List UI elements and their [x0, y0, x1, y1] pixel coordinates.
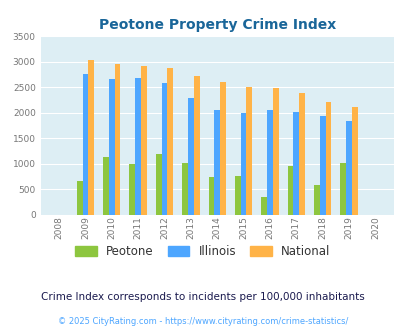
- Bar: [88, 60, 94, 214]
- Bar: [234, 176, 240, 214]
- Bar: [266, 110, 272, 214]
- Bar: [208, 177, 214, 214]
- Bar: [129, 164, 135, 214]
- Bar: [220, 82, 225, 214]
- Bar: [293, 112, 298, 214]
- Title: Peotone Property Crime Index: Peotone Property Crime Index: [98, 18, 335, 32]
- Legend: Peotone, Illinois, National: Peotone, Illinois, National: [72, 241, 333, 261]
- Bar: [141, 66, 147, 214]
- Bar: [114, 64, 120, 214]
- Bar: [339, 163, 345, 215]
- Bar: [135, 78, 141, 214]
- Bar: [272, 88, 278, 214]
- Bar: [351, 107, 357, 214]
- Bar: [109, 79, 114, 214]
- Bar: [182, 163, 188, 215]
- Bar: [167, 68, 173, 215]
- Bar: [246, 87, 252, 214]
- Bar: [319, 116, 325, 214]
- Bar: [188, 98, 193, 214]
- Bar: [156, 154, 161, 214]
- Bar: [298, 93, 304, 214]
- Bar: [313, 185, 319, 214]
- Bar: [77, 182, 82, 215]
- Bar: [240, 113, 246, 214]
- Bar: [161, 82, 167, 214]
- Bar: [287, 166, 293, 214]
- Bar: [103, 157, 109, 214]
- Bar: [260, 197, 266, 215]
- Text: © 2025 CityRating.com - https://www.cityrating.com/crime-statistics/: © 2025 CityRating.com - https://www.city…: [58, 317, 347, 326]
- Bar: [214, 110, 220, 214]
- Text: Crime Index corresponds to incidents per 100,000 inhabitants: Crime Index corresponds to incidents per…: [41, 292, 364, 302]
- Bar: [345, 121, 351, 214]
- Bar: [325, 102, 330, 214]
- Bar: [82, 74, 88, 214]
- Bar: [193, 76, 199, 214]
